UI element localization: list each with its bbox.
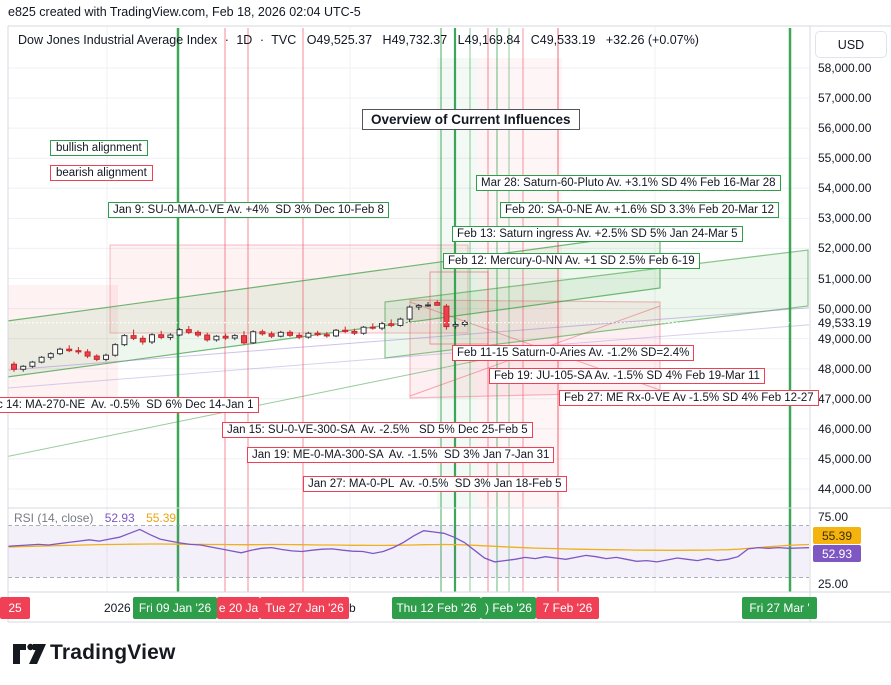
price-tick-label: 56,000.00: [818, 121, 872, 136]
chart-title-box[interactable]: Overview of Current Influences: [362, 109, 580, 130]
annotation-box[interactable]: Jan 15: SU-0-VE-300-SA Av. -2.5% SD 5% D…: [222, 422, 533, 438]
currency-toggle-button[interactable]: USD: [815, 31, 887, 58]
price-tick-label: 55,000.00: [818, 151, 872, 166]
time-axis-badge[interactable]: Thu 12 Feb '26: [392, 597, 481, 619]
open-value: O49,525.37: [306, 33, 373, 47]
bullish-alignment-legend[interactable]: bullish alignment: [50, 140, 148, 156]
symbol-header: Dow Jones Industrial Average Index · 1D …: [18, 33, 699, 47]
time-axis-badge[interactable]: 25: [0, 597, 30, 619]
price-tick-label: 47,000.00: [818, 391, 872, 406]
price-tick-label: 46,000.00: [818, 421, 872, 436]
exchange-label: TVC: [271, 33, 297, 47]
bearish-alignment-legend[interactable]: bearish alignment: [50, 165, 153, 181]
rsi-label: RSI (14, close): [14, 511, 94, 525]
rsi-ma-badge: 55.39: [813, 527, 861, 544]
price-tick-label: 48,000.00: [818, 361, 872, 376]
annotation-box[interactable]: Feb 13: Saturn ingress Av. +2.5% SD 5% J…: [452, 226, 743, 242]
tradingview-logo-text[interactable]: TradingView: [50, 641, 176, 664]
annotation-box[interactable]: Mar 28: Saturn-60-Pluto Av. +3.1% SD 4% …: [476, 175, 781, 191]
price-tick-label: 45,000.00: [818, 451, 872, 466]
annotation-box[interactable]: Feb 19: JU-105-SA Av. -1.5% SD 4% Feb 19…: [489, 368, 765, 384]
annotation-box[interactable]: Feb 11-15 Saturn-0-Aries Av. -1.2% SD=2.…: [452, 345, 695, 361]
low-value: L49,169.84: [457, 33, 521, 47]
watermark-note: e825 created with TradingView.com, Feb 1…: [8, 5, 361, 19]
annotation-box[interactable]: Feb 27: ME Rx-0-VE Av -1.5% SD 4% Feb 12…: [559, 390, 819, 406]
rsi-purple-value: 52.93: [104, 511, 135, 525]
annotation-box[interactable]: Jan 9: SU-0-MA-0-VE Av. +4% SD 3% Dec 10…: [108, 202, 389, 218]
price-tick-label: 49,000.00: [818, 331, 872, 346]
rsi-legend[interactable]: RSI (14, close) 52.93 55.39: [14, 511, 176, 525]
interval-label[interactable]: 1D: [236, 33, 253, 47]
high-value: H49,732.37: [382, 33, 448, 47]
time-axis-badge[interactable]: Fri 27 Mar ': [742, 597, 817, 619]
price-tick-label: 58,000.00: [818, 61, 872, 75]
annotation-box[interactable]: Jan 27: MA-0-PL Av. -0.5% SD 3% Jan 18-F…: [303, 476, 567, 492]
change-value: +32.26 (+0.07%): [605, 33, 699, 47]
price-tick-label: 57,000.00: [818, 91, 872, 106]
price-tick-label: 53,000.00: [818, 211, 872, 226]
time-axis-badge[interactable]: ) Feb '26: [481, 597, 536, 619]
price-tick-label: 44,000.00: [818, 482, 872, 496]
rsi-tick-75: 75.00: [818, 510, 849, 524]
rsi-tick-25: 25.00: [818, 577, 849, 591]
close-value: C49,533.19: [530, 33, 596, 47]
time-axis-badge[interactable]: Fri 09 Jan '26: [133, 597, 217, 619]
annotation-box[interactable]: c 14: MA-270-NE Av. -0.5% SD 6% Dec 14-J…: [0, 397, 259, 413]
annotation-box[interactable]: Feb 12: Mercury-0-NN Av. +1 SD 2.5% Feb …: [443, 253, 700, 269]
price-tick-label: 54,000.00: [818, 181, 872, 196]
symbol-title[interactable]: Dow Jones Industrial Average Index: [18, 33, 218, 47]
time-axis-label: b: [349, 601, 356, 615]
last-price-label: 49,533.19: [818, 315, 872, 330]
time-axis-badge[interactable]: e 20 Ja: [217, 597, 260, 619]
time-axis-badge[interactable]: 7 Feb '26: [536, 597, 599, 619]
price-tick-label: 50,000.00: [818, 301, 872, 316]
time-axis-badge[interactable]: Tue 27 Jan '26: [260, 597, 349, 619]
annotation-box[interactable]: Jan 19: ME-0-MA-300-SA Av. -1.5% SD 3% J…: [247, 447, 555, 463]
rsi-value-badge: 52.93: [813, 545, 861, 562]
price-tick-label: 51,000.00: [818, 271, 872, 286]
price-tick-label: 52,000.00: [818, 241, 872, 256]
time-axis-label: 2026: [104, 601, 131, 615]
rsi-yellow-value: 55.39: [146, 511, 177, 525]
tradingview-logo-icon[interactable]: [12, 642, 50, 666]
header-separator: ·: [259, 33, 264, 47]
header-separator: ·: [224, 33, 229, 47]
annotation-box[interactable]: Feb 20: SA-0-NE Av. +1.6% SD 3.3% Feb 20…: [500, 202, 779, 218]
